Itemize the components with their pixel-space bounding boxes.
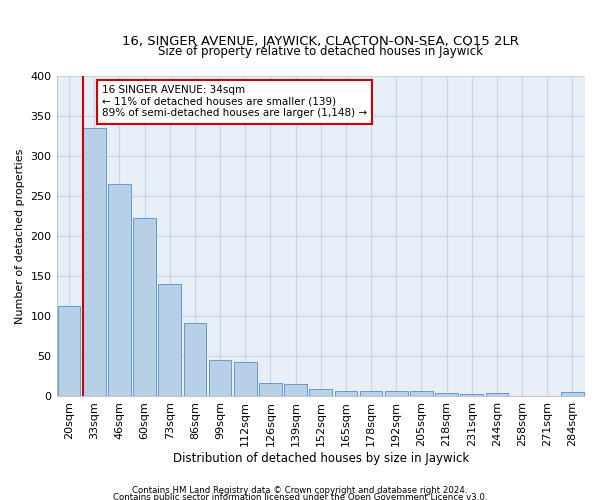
Bar [259, 383, 282, 396]
Bar [133, 218, 156, 396]
Y-axis label: Number of detached properties: Number of detached properties [15, 148, 25, 324]
Bar [284, 384, 307, 396]
Bar [158, 284, 181, 397]
Bar [460, 394, 483, 396]
Bar [485, 393, 508, 396]
Text: Contains HM Land Registry data © Crown copyright and database right 2024.: Contains HM Land Registry data © Crown c… [132, 486, 468, 495]
Bar [360, 391, 382, 396]
Bar [108, 184, 131, 396]
Text: Contains public sector information licensed under the Open Government Licence v3: Contains public sector information licen… [113, 494, 487, 500]
Bar [209, 360, 232, 396]
Bar [184, 324, 206, 396]
Bar [234, 362, 257, 396]
Bar [83, 128, 106, 396]
Bar [435, 393, 458, 396]
X-axis label: Distribution of detached houses by size in Jaywick: Distribution of detached houses by size … [173, 452, 469, 465]
Text: Size of property relative to detached houses in Jaywick: Size of property relative to detached ho… [158, 45, 483, 58]
Text: 16 SINGER AVENUE: 34sqm
← 11% of detached houses are smaller (139)
89% of semi-d: 16 SINGER AVENUE: 34sqm ← 11% of detache… [102, 85, 367, 118]
Bar [561, 392, 584, 396]
Bar [335, 391, 357, 396]
Bar [310, 389, 332, 396]
Bar [58, 306, 80, 396]
Title: 16, SINGER AVENUE, JAYWICK, CLACTON-ON-SEA, CO15 2LR: 16, SINGER AVENUE, JAYWICK, CLACTON-ON-S… [122, 35, 519, 48]
Bar [410, 391, 433, 396]
Bar [385, 391, 407, 396]
